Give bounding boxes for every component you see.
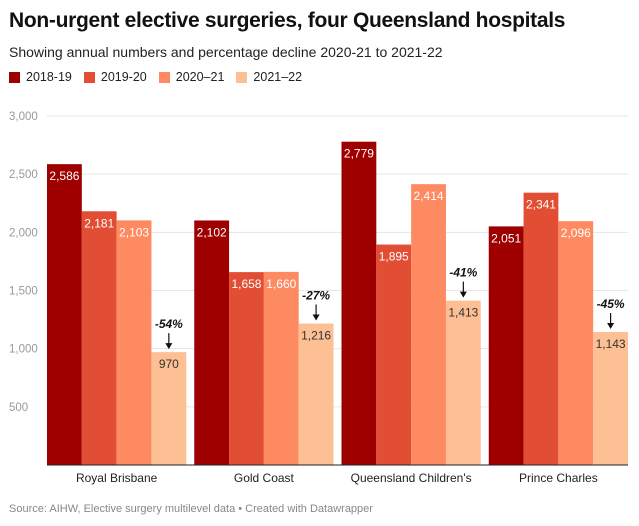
legend-label: 2018-19 [26,70,72,84]
bar [151,352,187,465]
chart-subtitle: Showing annual numbers and percentage de… [9,44,443,60]
bar [116,220,152,465]
source-note: Source: AIHW, Elective surgery multileve… [9,503,373,515]
y-tick-label: 1,000 [9,344,38,356]
bar-value-label: 1,216 [301,329,331,343]
legend-item: 2018-19 [9,70,72,84]
annotation-arrow-head [312,314,320,321]
legend-swatch [158,71,170,83]
bar [445,300,481,465]
legend-label: 2021–22 [253,70,303,84]
y-tick-label: 1,500 [9,286,38,298]
legend-swatch [236,71,248,83]
legend-label: 2020–21 [175,70,225,84]
chart-title: Non-urgent elective surgeries, four Quee… [9,9,566,32]
bar [81,211,117,465]
y-tick-label: 2,500 [9,169,38,181]
bar [263,271,299,465]
decline-annotation: -45% [597,297,625,311]
bar [593,332,628,465]
annotation-arrow-head [165,343,173,350]
legend-label: 2019-20 [100,70,147,84]
bar-value-label: 2,341 [526,198,556,212]
decline-annotation: -27% [302,289,330,303]
legend-item: 2019-20 [83,70,147,84]
bar-value-label: 1,658 [231,277,261,291]
x-category-label: Queensland Children's [351,471,472,485]
bar-value-label: 2,103 [119,225,149,239]
bar [47,164,82,466]
bar [341,141,377,466]
legend-swatch [83,71,95,83]
bar-value-label: 2,181 [84,216,114,230]
y-tick-label: 500 [9,402,28,414]
bar-value-label: 1,143 [596,337,626,351]
x-category-label: Royal Brisbane [76,471,158,485]
bar [488,226,524,465]
bar-value-label: 1,413 [448,306,478,320]
bar-value-label: 2,051 [491,231,521,245]
bar [558,221,594,465]
bar-value-label: 2,586 [49,169,79,183]
legend-swatch [9,71,20,83]
bar-value-label: 2,779 [344,147,374,161]
decline-annotation: -41% [449,266,477,280]
bar [411,184,446,465]
bar-value-label: 970 [159,357,179,371]
annotation-arrow-head [607,323,615,330]
legend-item: 2021–22 [236,70,302,84]
bar-value-label: 2,414 [414,189,444,203]
x-category-label: Prince Charles [519,471,598,485]
bar [298,323,334,465]
y-tick-label: 2,000 [9,227,38,239]
legend-item: 2020–21 [158,70,225,84]
bar [523,192,559,465]
bar [194,220,230,465]
legend: 2018-19 2019-20 2020–21 2021–22 [9,70,302,84]
bar-value-label: 1,895 [379,250,409,264]
bar-value-label: 2,096 [561,226,591,240]
annotation-arrow-head [459,291,467,298]
decline-annotation: -54% [155,317,183,331]
y-tick-label: 3,000 [9,111,38,123]
bar-value-label: 2,102 [197,225,227,239]
bar [376,244,412,465]
x-category-label: Gold Coast [234,471,295,485]
bar-value-label: 1,660 [266,277,296,291]
bar [229,272,264,465]
